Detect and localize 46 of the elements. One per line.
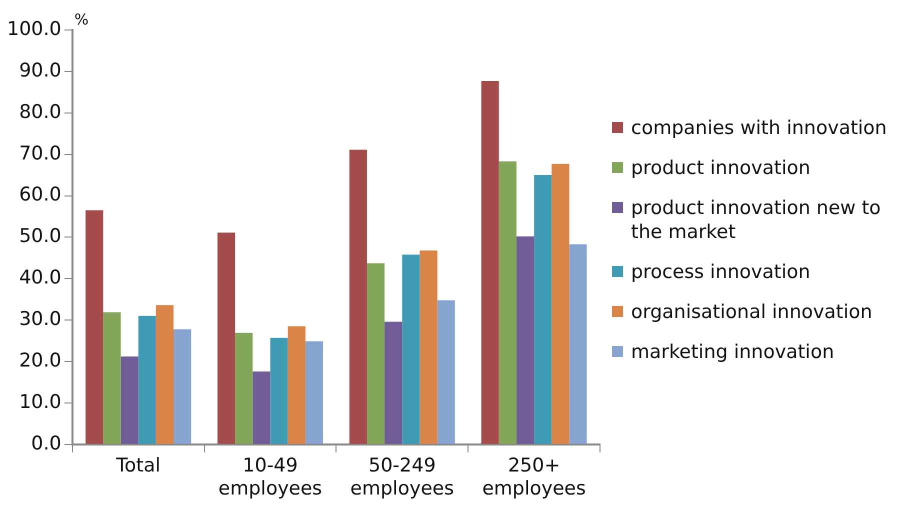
y-tick-label: 50.0 — [19, 225, 62, 248]
bar — [103, 312, 121, 444]
bar — [516, 236, 534, 444]
bar — [366, 263, 385, 444]
bar — [235, 332, 253, 444]
legend-label: process innovation — [631, 260, 810, 284]
bar — [534, 175, 552, 444]
bar — [420, 250, 438, 444]
y-axis-title: % — [74, 10, 89, 28]
legend-label: marketing innovation — [631, 340, 834, 364]
x-tick-label: 10-49 employees — [218, 454, 322, 500]
bar — [402, 254, 420, 444]
bar — [156, 305, 174, 444]
bar — [305, 341, 324, 444]
bar — [270, 338, 288, 444]
bar — [138, 316, 156, 444]
x-tick-label: Total — [115, 454, 161, 477]
bar — [481, 80, 499, 444]
y-tick-label: 90.0 — [19, 59, 62, 82]
bar — [552, 164, 570, 444]
y-tick-label: 0.0 — [31, 432, 62, 454]
bar — [498, 161, 516, 444]
legend-label: organisational innovation — [631, 300, 872, 324]
y-tick-label: 70.0 — [19, 142, 62, 164]
y-tick-label: 30.0 — [19, 308, 62, 330]
x-tick-label: 250+ employees — [482, 454, 586, 500]
legend-label: companies with innovation — [631, 116, 887, 140]
legend-label: product innovation new to the market — [631, 196, 882, 244]
y-tick-label: 20.0 — [19, 349, 62, 372]
x-tick-label: 50-249 employees — [350, 454, 454, 500]
bar — [252, 371, 270, 444]
bar — [120, 356, 138, 444]
y-tick-label: 40.0 — [19, 266, 62, 289]
bar — [349, 150, 367, 444]
bar — [217, 232, 236, 444]
bar — [86, 210, 104, 444]
bar — [437, 300, 455, 444]
y-tick-label: 100.0 — [6, 18, 62, 40]
bar — [288, 326, 306, 444]
y-tick-label: 60.0 — [19, 184, 62, 206]
y-tick-label: 10.0 — [19, 390, 62, 413]
bar — [569, 244, 587, 444]
bar — [174, 329, 192, 444]
y-tick-label: 80.0 — [19, 100, 62, 123]
bar — [384, 322, 402, 444]
legend-label: product innovation — [631, 156, 810, 180]
